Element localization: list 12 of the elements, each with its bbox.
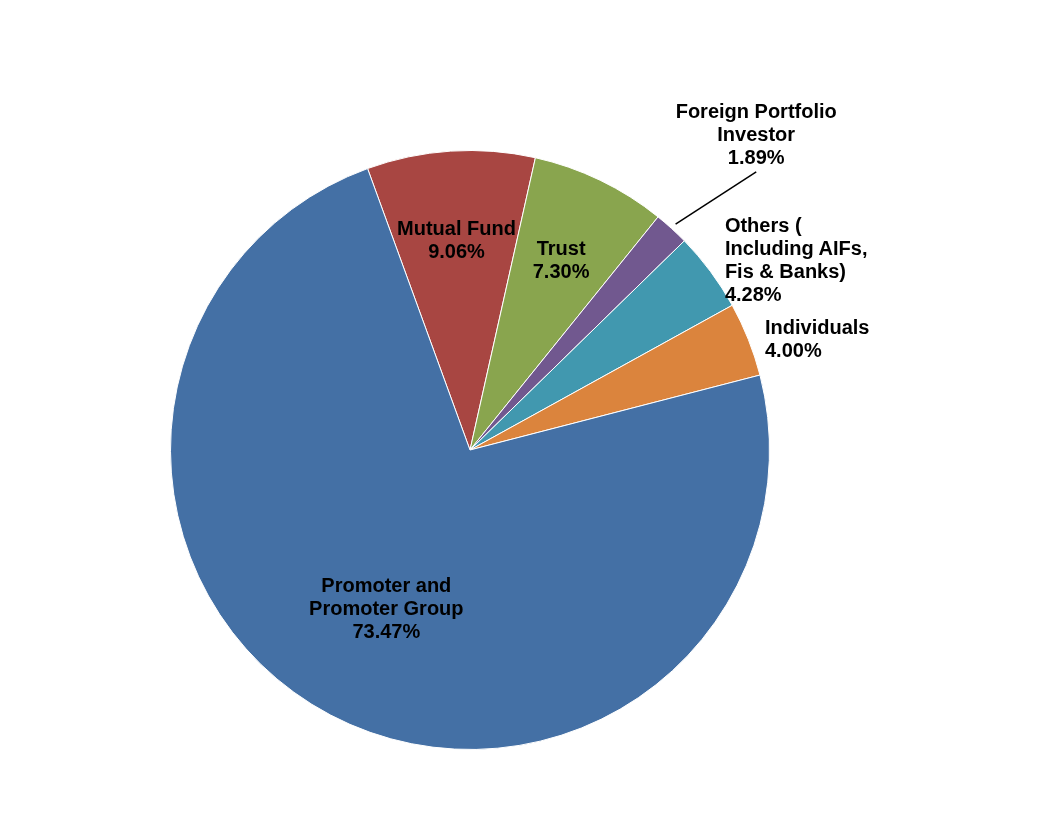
data-label: 9.06% [428,239,486,262]
data-label: 4.28% [724,282,782,305]
slice-label: Individuals [764,315,870,338]
slice-label: Promoter and Promoter Group [309,573,464,619]
data-label: 7.30% [532,260,590,283]
slice-label: Mutual Fund [397,216,516,239]
data-label: 73.47% [352,619,421,642]
slice-label: Foreign Portfolio Investor [675,99,837,145]
slice-label: Trust [536,237,586,260]
data-label: 1.89% [727,145,785,168]
slice-label: Others ( Including AIFs, Fis & Banks) [724,213,868,282]
data-label: 4.00% [764,338,822,361]
